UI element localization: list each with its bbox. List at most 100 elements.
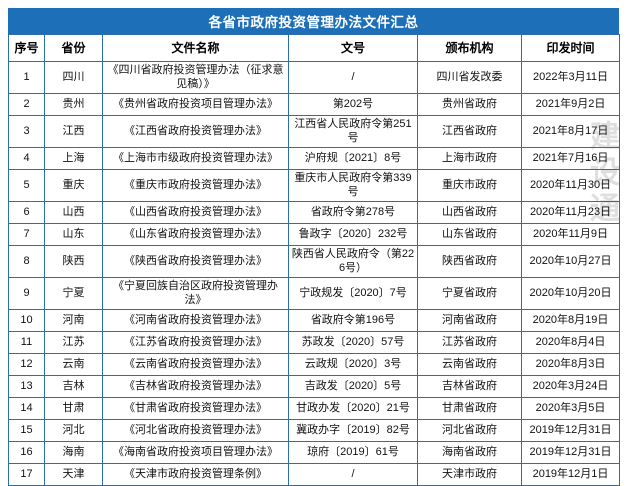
cell-province: 江西 bbox=[44, 115, 103, 148]
table-row: 1 四川 《四川省政府投资管理办法（征求意见稿）》 / 四川省发改委 2022年… bbox=[8, 61, 620, 94]
cell-date: 2020年11月30日 bbox=[521, 169, 620, 202]
table-row: 2 贵州 《贵州省政府投资项目管理办法》 第202号 贵州省政府 2021年9月… bbox=[8, 93, 620, 116]
column-header-province: 省份 bbox=[44, 34, 103, 62]
table-row: 16 海南 《海南省政府投资项目管理办法》 琼府〔2019〕61号 海南省政府 … bbox=[8, 441, 620, 464]
cell-no: 8 bbox=[8, 245, 45, 278]
cell-docno: 沪府规〔2021〕8号 bbox=[288, 147, 418, 170]
cell-date: 2021年8月17日 bbox=[521, 115, 620, 148]
column-header-docno: 文号 bbox=[288, 34, 418, 62]
cell-name: 《河南省政府投资管理办法》 bbox=[102, 309, 289, 332]
cell-docno: 江西省人民政府令第251号 bbox=[288, 115, 418, 148]
cell-docno: 省政府令第196号 bbox=[288, 309, 418, 332]
cell-no: 15 bbox=[8, 419, 45, 442]
table-row: 8 陕西 《陕西省政府投资管理办法》 陕西省人民政府令（第226号） 陕西省政府… bbox=[8, 245, 620, 278]
cell-date: 2020年10月27日 bbox=[521, 245, 620, 278]
cell-issuer: 重庆市政府 bbox=[417, 169, 522, 202]
cell-issuer: 河北省政府 bbox=[417, 419, 522, 442]
cell-name: 《吉林省政府投资管理办法》 bbox=[102, 375, 289, 398]
table-row: 15 河北 《河北省政府投资管理办法》 冀政办字〔2019〕82号 河北省政府 … bbox=[8, 419, 620, 442]
column-header-issuer: 颁布机构 bbox=[417, 34, 522, 62]
cell-date: 2020年11月23日 bbox=[521, 201, 620, 224]
cell-name: 《天津市政府投资管理条例》 bbox=[102, 463, 289, 486]
cell-date: 2020年8月19日 bbox=[521, 309, 620, 332]
cell-date: 2021年7月16日 bbox=[521, 147, 620, 170]
cell-name: 《四川省政府投资管理办法（征求意见稿）》 bbox=[102, 61, 289, 94]
table-body: 1 四川 《四川省政府投资管理办法（征求意见稿）》 / 四川省发改委 2022年… bbox=[8, 61, 620, 486]
cell-province: 陕西 bbox=[44, 245, 103, 278]
cell-no: 10 bbox=[8, 309, 45, 332]
cell-name: 《贵州省政府投资项目管理办法》 bbox=[102, 93, 289, 116]
cell-issuer: 江苏省政府 bbox=[417, 331, 522, 354]
cell-province: 江苏 bbox=[44, 331, 103, 354]
cell-no: 16 bbox=[8, 441, 45, 464]
cell-province: 吉林 bbox=[44, 375, 103, 398]
cell-name: 《江苏省政府投资管理办法》 bbox=[102, 331, 289, 354]
cell-issuer: 甘肃省政府 bbox=[417, 397, 522, 420]
cell-date: 2020年8月4日 bbox=[521, 331, 620, 354]
cell-date: 2020年11月9日 bbox=[521, 223, 620, 246]
cell-docno: 第202号 bbox=[288, 93, 418, 116]
cell-no: 13 bbox=[8, 375, 45, 398]
cell-province: 甘肃 bbox=[44, 397, 103, 420]
cell-issuer: 河南省政府 bbox=[417, 309, 522, 332]
table-row: 9 宁夏 《宁夏回族自治区政府投资管理办法》 宁政规发〔2020〕7号 宁夏省政… bbox=[8, 277, 620, 310]
table-container: 序号 省份 文件名称 文号 颁布机构 印发时间 1 四川 《四川省政府投资管理办… bbox=[8, 34, 620, 486]
cell-issuer: 四川省发改委 bbox=[417, 61, 522, 94]
cell-name: 《陕西省政府投资管理办法》 bbox=[102, 245, 289, 278]
table-row: 5 重庆 《重庆市政府投资管理办法》 重庆市人民政府令第339 号 重庆市政府 … bbox=[8, 169, 620, 202]
cell-no: 9 bbox=[8, 277, 45, 310]
table-header: 序号 省份 文件名称 文号 颁布机构 印发时间 bbox=[8, 34, 620, 62]
cell-docno: 吉政发〔2020〕5号 bbox=[288, 375, 418, 398]
cell-docno: 琼府〔2019〕61号 bbox=[288, 441, 418, 464]
cell-province: 河北 bbox=[44, 419, 103, 442]
cell-docno: 重庆市人民政府令第339 号 bbox=[288, 169, 418, 202]
cell-date: 2020年3月24日 bbox=[521, 375, 620, 398]
cell-province: 山东 bbox=[44, 223, 103, 246]
cell-docno: 苏政发〔2020〕57号 bbox=[288, 331, 418, 354]
cell-date: 2022年3月11日 bbox=[521, 61, 620, 94]
table-row: 6 山西 《山西省政府投资管理办法》 省政府令第278号 山西省政府 2020年… bbox=[8, 201, 620, 224]
cell-issuer: 海南省政府 bbox=[417, 441, 522, 464]
cell-province: 重庆 bbox=[44, 169, 103, 202]
table-row: 3 江西 《江西省政府投资管理办法》 江西省人民政府令第251号 江西省政府 2… bbox=[8, 115, 620, 148]
cell-date: 2019年12月1日 bbox=[521, 463, 620, 486]
cell-province: 海南 bbox=[44, 441, 103, 464]
cell-docno: 省政府令第278号 bbox=[288, 201, 418, 224]
cell-issuer: 贵州省政府 bbox=[417, 93, 522, 116]
table-row: 4 上海 《上海市市级政府投资管理办法》 沪府规〔2021〕8号 上海市政府 2… bbox=[8, 147, 620, 170]
table-row: 13 吉林 《吉林省政府投资管理办法》 吉政发〔2020〕5号 吉林省政府 20… bbox=[8, 375, 620, 398]
table-row: 17 天津 《天津市政府投资管理条例》 / 天津市政府 2019年12月1日 bbox=[8, 463, 620, 486]
cell-no: 12 bbox=[8, 353, 45, 376]
cell-no: 4 bbox=[8, 147, 45, 170]
cell-name: 《山西省政府投资管理办法》 bbox=[102, 201, 289, 224]
cell-no: 2 bbox=[8, 93, 45, 116]
cell-name: 《上海市市级政府投资管理办法》 bbox=[102, 147, 289, 170]
cell-name: 《云南省政府投资管理办法》 bbox=[102, 353, 289, 376]
cell-issuer: 陕西省政府 bbox=[417, 245, 522, 278]
cell-no: 1 bbox=[8, 61, 45, 94]
table-row: 11 江苏 《江苏省政府投资管理办法》 苏政发〔2020〕57号 江苏省政府 2… bbox=[8, 331, 620, 354]
cell-no: 11 bbox=[8, 331, 45, 354]
cell-issuer: 宁夏省政府 bbox=[417, 277, 522, 310]
cell-no: 7 bbox=[8, 223, 45, 246]
cell-no: 14 bbox=[8, 397, 45, 420]
cell-province: 宁夏 bbox=[44, 277, 103, 310]
cell-name: 《宁夏回族自治区政府投资管理办法》 bbox=[102, 277, 289, 310]
cell-date: 2019年12月31日 bbox=[521, 419, 620, 442]
cell-province: 天津 bbox=[44, 463, 103, 486]
cell-name: 《江西省政府投资管理办法》 bbox=[102, 115, 289, 148]
cell-name: 《海南省政府投资项目管理办法》 bbox=[102, 441, 289, 464]
cell-no: 6 bbox=[8, 201, 45, 224]
column-header-name: 文件名称 bbox=[102, 34, 289, 62]
cell-docno: 陕西省人民政府令（第226号） bbox=[288, 245, 418, 278]
page-title: 各省市政府投资管理办法文件汇总 bbox=[8, 8, 619, 34]
cell-name: 《河北省政府投资管理办法》 bbox=[102, 419, 289, 442]
cell-date: 2020年3月5日 bbox=[521, 397, 620, 420]
cell-issuer: 云南省政府 bbox=[417, 353, 522, 376]
cell-docno: 云政规〔2020〕3号 bbox=[288, 353, 418, 376]
cell-date: 2020年10月20日 bbox=[521, 277, 620, 310]
cell-name: 《重庆市政府投资管理办法》 bbox=[102, 169, 289, 202]
cell-docno: / bbox=[288, 61, 418, 94]
table-row: 14 甘肃 《甘肃省政府投资管理办法》 甘政办发〔2020〕21号 甘肃省政府 … bbox=[8, 397, 620, 420]
cell-province: 云南 bbox=[44, 353, 103, 376]
